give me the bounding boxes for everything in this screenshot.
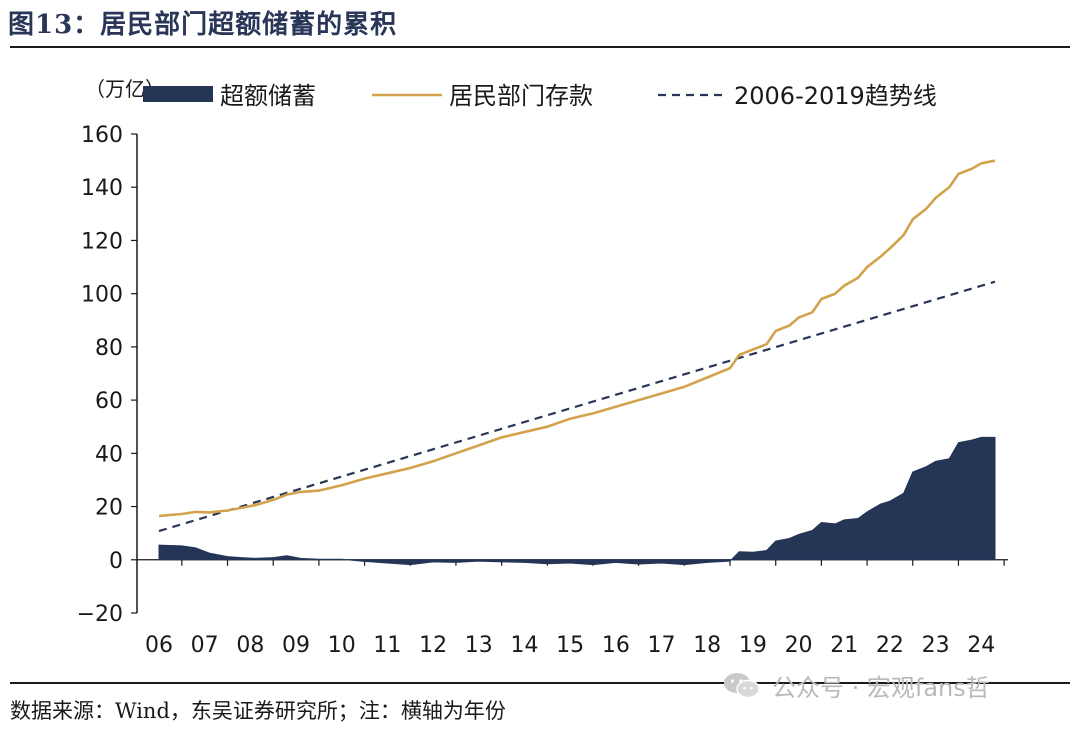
y-tick-label: 140 — [81, 176, 123, 201]
x-tick-label: 16 — [602, 633, 630, 658]
chart-area: −20 0 20 40 60 80 100 120 140 160 06 07 08 09 10 11 12 13… — [77, 77, 1008, 658]
figure-title: 图13：居民部门超额储蓄的累积 — [8, 10, 398, 40]
x-tick-label: 15 — [556, 633, 584, 658]
legend-label-excess: 超额储蓄 — [220, 82, 316, 110]
x-tick-label: 09 — [282, 633, 310, 658]
x-tick-label: 08 — [236, 633, 264, 658]
x-tick-label: 19 — [739, 633, 767, 658]
x-tick-label: 18 — [693, 633, 721, 658]
y-tick-label: 100 — [81, 283, 123, 308]
source-rule — [10, 682, 1070, 684]
series-deposit-line — [158, 159, 996, 518]
watermark-text: 公众号 · 宏观fans哲 — [772, 674, 990, 702]
y-tick-label: 60 — [95, 389, 123, 414]
x-tick-label: 22 — [876, 633, 904, 658]
watermark: 公众号 · 宏观fans哲 — [722, 668, 990, 703]
x-tick-label: 23 — [922, 633, 950, 658]
x-tick-label: 21 — [830, 633, 858, 658]
y-tick-label: 120 — [81, 229, 123, 254]
y-tick-label: 0 — [109, 549, 123, 574]
series-trend-line — [158, 280, 996, 533]
y-tick-label: 80 — [95, 336, 123, 361]
x-tick-label: 20 — [785, 633, 813, 658]
y-tick-label: 20 — [95, 496, 123, 521]
x-tick-label: 11 — [373, 633, 401, 658]
x-tick-label: 06 — [145, 633, 173, 658]
y-tick-label: 40 — [95, 442, 123, 467]
x-tick-label: 24 — [967, 633, 995, 658]
series-excess-area — [158, 436, 996, 566]
y-tick-label: −20 — [77, 602, 123, 627]
x-tick-label: 14 — [510, 633, 538, 658]
x-tick-label: 13 — [465, 633, 493, 658]
source-note: 数据来源：Wind，东吴证券研究所；注：横轴为年份 — [10, 699, 506, 723]
wechat-icon — [724, 672, 760, 698]
x-tick-label: 07 — [191, 633, 219, 658]
y-tick-label: 160 — [81, 123, 123, 148]
x-tick-label: 17 — [648, 633, 676, 658]
title-rule — [10, 46, 1070, 48]
legend-label-deposit: 居民部门存款 — [449, 82, 593, 110]
x-tick-label: 10 — [328, 633, 356, 658]
legend-label-trend: 2006-2019趋势线 — [734, 82, 937, 110]
legend-swatch-excess — [143, 86, 213, 102]
x-tick-label: 12 — [419, 633, 447, 658]
